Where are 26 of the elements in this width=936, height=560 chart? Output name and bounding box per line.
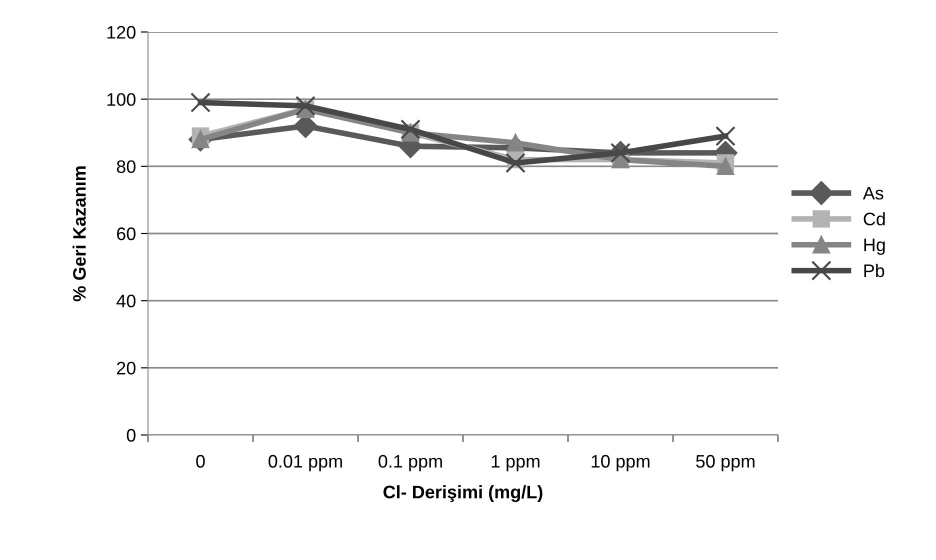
- x-axis-title: Cl- Derişimi (mg/L): [383, 485, 542, 502]
- y-tick-label: 100: [107, 93, 136, 106]
- x-tick-label: 0: [196, 454, 205, 468]
- y-tick-label: 20: [117, 362, 136, 375]
- point: [295, 96, 316, 116]
- point: [505, 152, 526, 174]
- x-tick-label: 0.1 ppm: [378, 454, 442, 472]
- y-axis-title: % Geri Kazanım: [72, 166, 86, 302]
- point: [716, 158, 734, 176]
- legend-label: Hg: [864, 238, 885, 255]
- y-tick-label: 120: [107, 26, 136, 39]
- point: [715, 126, 736, 146]
- y-tick-label: 60: [117, 227, 136, 240]
- y-tick-label: 0: [126, 428, 136, 442]
- y-tick-label: 80: [116, 160, 136, 174]
- legend-label: Pb: [864, 264, 884, 278]
- point: [506, 134, 524, 152]
- x-tick-label: 0.01 ppm: [268, 454, 342, 472]
- legend-label: Cd: [864, 212, 885, 226]
- x-tick-label: 1 ppm: [492, 455, 540, 472]
- point: [400, 119, 421, 140]
- point: [190, 92, 211, 113]
- x-tick-label: 50 ppm: [696, 454, 754, 472]
- x-tick-label: 10 ppm: [592, 454, 650, 472]
- legend-label: As: [862, 186, 884, 200]
- y-tick-label: 40: [116, 294, 136, 308]
